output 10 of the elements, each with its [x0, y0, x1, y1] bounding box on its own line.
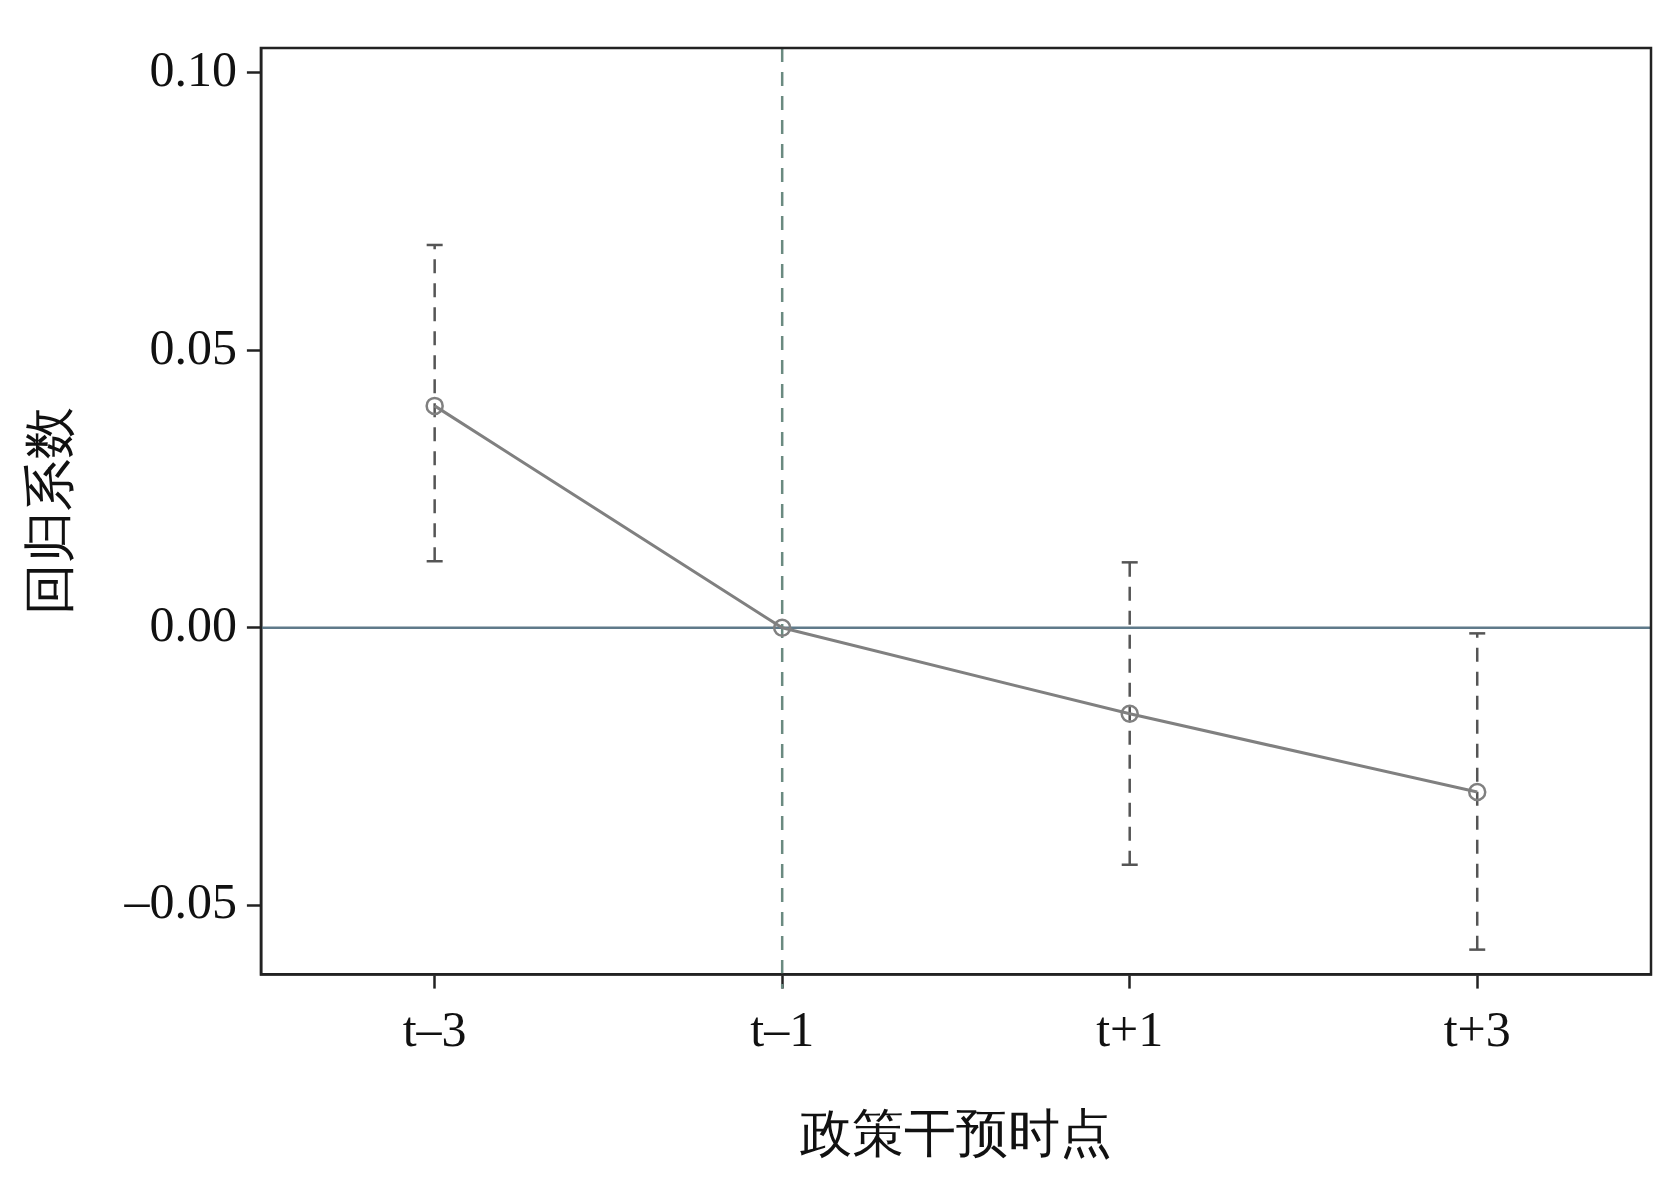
- y-tick-label: 0.05: [149, 318, 237, 375]
- y-tick-label: –0.05: [123, 873, 237, 930]
- x-axis-title: 政策干预时点: [799, 1105, 1112, 1163]
- x-tick-label: t–1: [750, 1000, 815, 1057]
- x-tick-label: t–3: [402, 1000, 467, 1057]
- x-tick-label: t+3: [1443, 1000, 1511, 1057]
- x-tick-label: t+1: [1096, 1000, 1164, 1057]
- y-tick-label: 0.00: [149, 595, 237, 652]
- y-tick-label: 0.10: [149, 41, 237, 98]
- y-axis-title: 回归系数: [20, 407, 78, 616]
